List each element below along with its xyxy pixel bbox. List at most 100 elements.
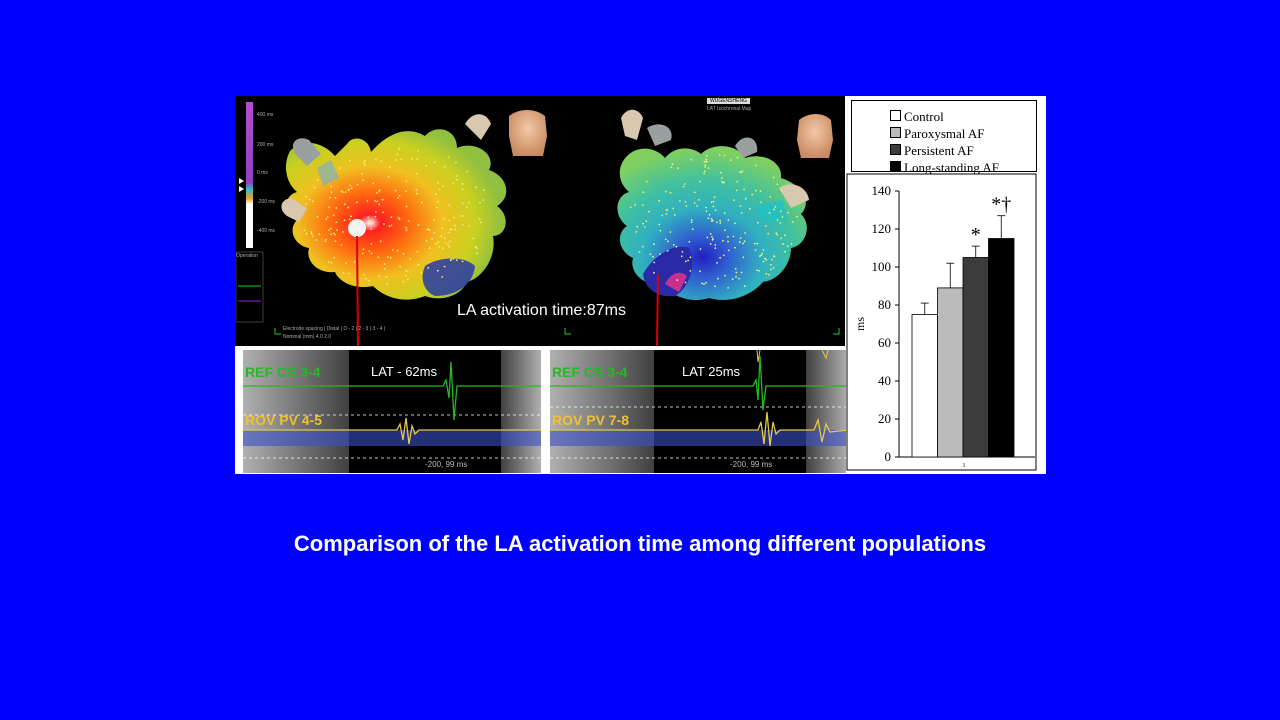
scale-label: 0 ms: [257, 170, 268, 176]
mapping-point: [482, 189, 485, 192]
mapping-point: [443, 218, 445, 220]
mapping-point: [707, 217, 710, 220]
mapping-point: [416, 158, 418, 160]
mapping-point: [314, 186, 316, 189]
mapping-point: [405, 229, 408, 231]
mapping-point: [761, 252, 764, 255]
mapping-point: [736, 180, 739, 183]
mapping-point: [397, 216, 400, 219]
mapping-point: [372, 182, 375, 185]
mapping-point: [330, 191, 333, 194]
mapping-point: [765, 225, 767, 227]
mapping-point: [688, 240, 691, 243]
mapping-point: [790, 243, 793, 245]
mapping-point: [366, 200, 369, 202]
mapping-point: [716, 221, 718, 224]
mapping-point: [641, 204, 644, 206]
mapping-point: [710, 218, 713, 220]
mapping-point: [675, 245, 678, 248]
mapping-point: [753, 242, 756, 245]
mapping-point: [340, 244, 343, 246]
mapping-point: [735, 189, 738, 192]
electrode-spacing-label: Electrode spacing | Distal | D - 2 | 2 -…: [283, 326, 386, 332]
chart-plot-frame: [846, 173, 1037, 471]
mapping-point: [335, 207, 338, 209]
left-atrium-map-left-view: [281, 114, 507, 300]
y-tick-label: 120: [872, 221, 892, 236]
mapping-point: [677, 167, 679, 170]
mapping-point: [437, 241, 440, 244]
mapping-point: [653, 271, 655, 274]
mapping-point: [368, 250, 371, 253]
mapping-point: [370, 228, 373, 231]
mapping-point: [417, 224, 420, 227]
mapping-point: [762, 260, 765, 263]
mapping-point: [325, 218, 327, 221]
mapping-point: [699, 270, 701, 273]
mapping-point: [765, 258, 768, 261]
mapping-point: [378, 189, 381, 192]
mapping-point: [452, 257, 455, 260]
side-panel-label: Operation: [236, 253, 258, 259]
mapping-point: [703, 161, 706, 163]
mapping-point: [771, 258, 773, 261]
mapping-point: [684, 201, 687, 203]
patient-name-select[interactable]: WUGENSHENG: [707, 98, 750, 104]
mapping-point: [333, 256, 336, 259]
mapping-point: [783, 234, 786, 237]
mapping-point: [780, 210, 782, 213]
mapping-point: [645, 220, 648, 222]
mapping-point: [448, 204, 450, 206]
mapping-point: [341, 191, 344, 193]
mapping-point: [705, 210, 708, 213]
mapping-point: [690, 219, 693, 221]
mapping-point: [704, 166, 706, 168]
mapping-point: [744, 197, 747, 200]
mapping-point: [652, 255, 654, 258]
mapping-point: [303, 229, 306, 232]
mapping-point: [408, 220, 410, 222]
mapping-point: [743, 188, 745, 191]
legend-swatch: [890, 161, 901, 172]
legend-item-control: Control: [890, 109, 944, 125]
mapping-point: [649, 253, 651, 256]
mapping-point: [690, 158, 693, 161]
mapping-point: [310, 232, 313, 235]
mapping-point: [762, 249, 765, 251]
mapping-point: [330, 185, 332, 188]
mapping-point: [459, 215, 462, 217]
mapping-point: [390, 224, 393, 227]
mapping-point: [350, 215, 352, 218]
mapping-point: [670, 166, 673, 169]
mapping-point: [376, 200, 378, 203]
mapping-point: [335, 221, 338, 224]
mapping-point: [310, 231, 313, 233]
mapping-point: [342, 271, 345, 274]
mapping-point: [462, 215, 465, 217]
mapping-point: [338, 167, 341, 169]
mapping-point: [332, 214, 335, 217]
mapping-point: [681, 251, 684, 253]
mapping-point: [334, 240, 337, 243]
mapping-point: [722, 254, 725, 257]
mapping-point: [367, 216, 369, 219]
mapping-point: [396, 153, 399, 155]
mapping-point: [415, 172, 418, 175]
activation-map-image: [235, 102, 840, 346]
mapping-point: [368, 280, 370, 282]
mapping-point: [461, 260, 464, 263]
mapping-point: [442, 185, 445, 188]
mapping-point: [642, 222, 644, 225]
mapping-point: [348, 218, 351, 221]
mapping-point: [780, 237, 782, 240]
mapping-point: [394, 159, 397, 161]
mapping-point: [374, 200, 376, 202]
mapping-point: [405, 190, 407, 192]
mapping-point: [638, 251, 641, 253]
mapping-point: [736, 156, 739, 159]
mapping-point: [661, 214, 664, 217]
mapping-point: [476, 247, 479, 250]
left-atrium-map-right-view: [617, 109, 809, 301]
ref-trace: [243, 361, 541, 421]
mapping-point: [734, 246, 736, 249]
